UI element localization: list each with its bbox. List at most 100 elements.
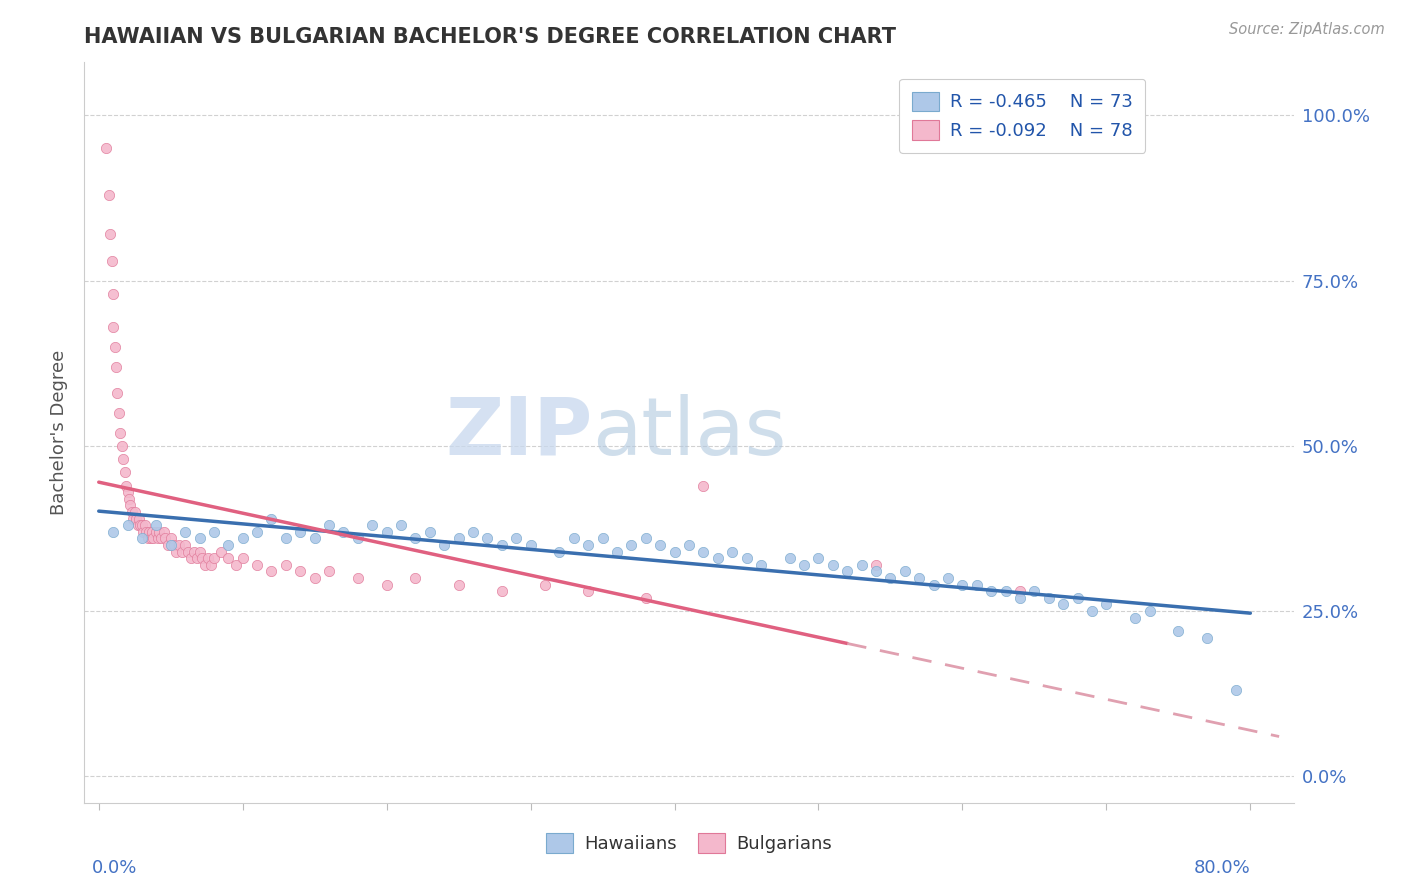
- Text: 0.0%: 0.0%: [91, 859, 136, 877]
- Point: [404, 571, 426, 585]
- Point: [188, 532, 211, 546]
- Point: [135, 524, 157, 539]
- Point: [1095, 598, 1118, 612]
- Point: [735, 551, 758, 566]
- Point: [145, 518, 167, 533]
- Point: [152, 524, 174, 539]
- Point: [120, 499, 142, 513]
- Point: [110, 425, 132, 440]
- Point: [865, 558, 887, 572]
- Point: [260, 511, 283, 525]
- Text: HAWAIIAN VS BULGARIAN BACHELOR'S DEGREE CORRELATION CHART: HAWAIIAN VS BULGARIAN BACHELOR'S DEGREE …: [84, 27, 897, 47]
- Point: [202, 551, 225, 566]
- Point: [634, 532, 657, 546]
- Point: [793, 558, 815, 572]
- Point: [101, 286, 124, 301]
- Point: [505, 532, 527, 546]
- Point: [678, 538, 700, 552]
- Point: [1024, 584, 1046, 599]
- Point: [779, 551, 801, 566]
- Point: [290, 524, 312, 539]
- Point: [721, 544, 744, 558]
- Point: [114, 465, 136, 479]
- Point: [952, 577, 974, 591]
- Point: [159, 538, 181, 552]
- Point: [217, 538, 239, 552]
- Point: [124, 505, 146, 519]
- Point: [576, 538, 599, 552]
- Point: [692, 544, 714, 558]
- Point: [128, 511, 150, 525]
- Point: [131, 518, 153, 533]
- Point: [332, 524, 354, 539]
- Point: [142, 532, 165, 546]
- Point: [606, 544, 628, 558]
- Point: [118, 491, 141, 506]
- Point: [94, 141, 117, 155]
- Point: [162, 538, 184, 552]
- Point: [177, 544, 200, 558]
- Point: [879, 571, 901, 585]
- Point: [174, 524, 197, 539]
- Point: [821, 558, 844, 572]
- Point: [1167, 624, 1189, 638]
- Point: [419, 524, 441, 539]
- Point: [404, 532, 426, 546]
- Point: [180, 551, 202, 566]
- Point: [246, 558, 269, 572]
- Point: [851, 558, 873, 572]
- Point: [994, 584, 1017, 599]
- Point: [534, 577, 557, 591]
- Legend: Hawaiians, Bulgarians: Hawaiians, Bulgarians: [538, 826, 839, 861]
- Point: [127, 518, 149, 533]
- Point: [1081, 604, 1104, 618]
- Point: [1123, 611, 1146, 625]
- Point: [194, 558, 217, 572]
- Point: [122, 511, 145, 525]
- Point: [922, 577, 945, 591]
- Point: [100, 253, 122, 268]
- Point: [156, 538, 179, 552]
- Point: [101, 319, 124, 334]
- Point: [136, 532, 159, 546]
- Point: [936, 571, 959, 585]
- Point: [347, 532, 370, 546]
- Text: 80.0%: 80.0%: [1194, 859, 1250, 877]
- Point: [361, 518, 384, 533]
- Point: [112, 452, 135, 467]
- Point: [1139, 604, 1161, 618]
- Point: [1008, 584, 1031, 599]
- Point: [117, 485, 139, 500]
- Point: [375, 577, 398, 591]
- Point: [121, 505, 143, 519]
- Point: [225, 558, 247, 572]
- Point: [149, 532, 172, 546]
- Point: [104, 340, 127, 354]
- Point: [188, 544, 211, 558]
- Point: [318, 518, 340, 533]
- Point: [634, 591, 657, 605]
- Point: [692, 478, 714, 492]
- Point: [138, 524, 160, 539]
- Y-axis label: Bachelor's Degree: Bachelor's Degree: [51, 350, 69, 516]
- Point: [145, 524, 167, 539]
- Point: [146, 532, 169, 546]
- Point: [153, 532, 176, 546]
- Point: [129, 518, 152, 533]
- Point: [97, 187, 120, 202]
- Point: [304, 532, 326, 546]
- Point: [706, 551, 728, 566]
- Point: [548, 544, 571, 558]
- Point: [232, 551, 254, 566]
- Point: [749, 558, 772, 572]
- Point: [132, 524, 155, 539]
- Text: atlas: atlas: [592, 393, 786, 472]
- Point: [274, 532, 297, 546]
- Point: [491, 584, 513, 599]
- Point: [111, 439, 134, 453]
- Point: [461, 524, 484, 539]
- Point: [108, 406, 131, 420]
- Point: [966, 577, 988, 591]
- Point: [260, 565, 283, 579]
- Point: [447, 577, 470, 591]
